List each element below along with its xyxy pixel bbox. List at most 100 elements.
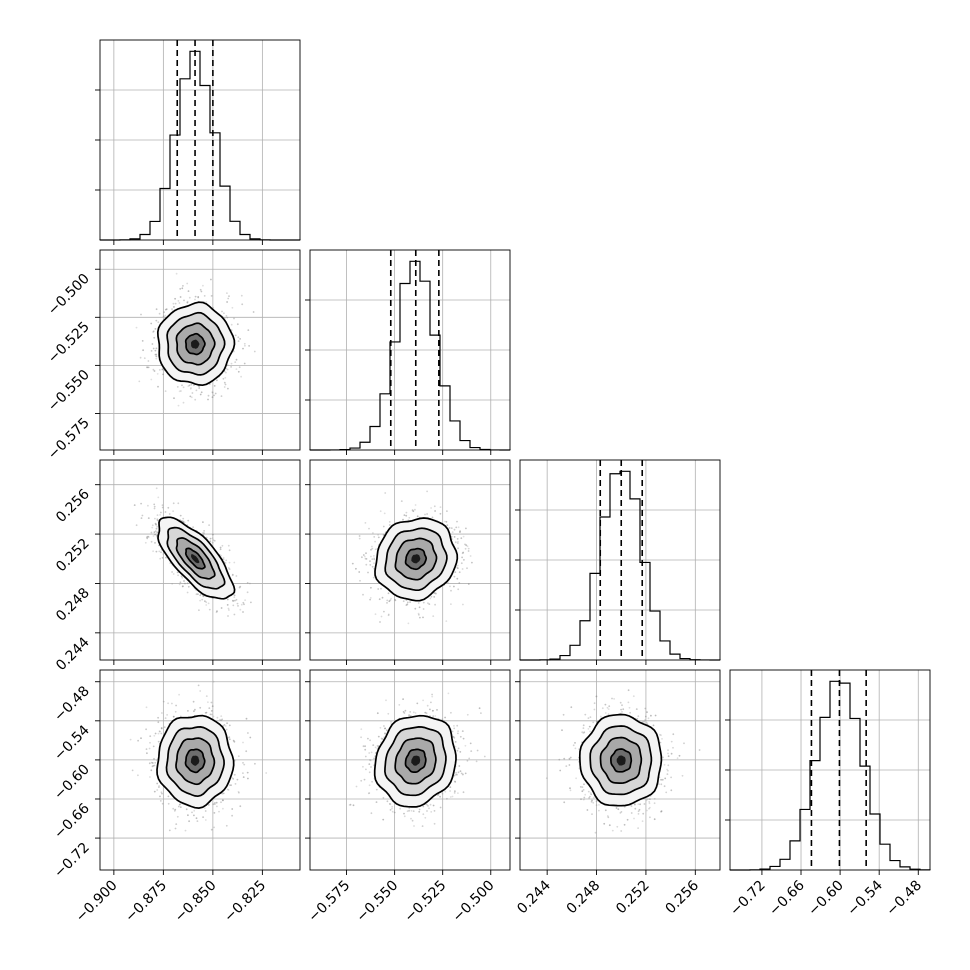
sample-point: [243, 603, 245, 606]
sample-point: [154, 522, 157, 525]
sample-point: [202, 531, 204, 534]
sample-point: [156, 514, 159, 516]
sample-point: [201, 598, 204, 601]
sample-point: [153, 505, 156, 508]
sample-point: [194, 398, 197, 401]
sample-point: [168, 513, 171, 515]
sample-point: [164, 717, 167, 719]
sample-point: [199, 706, 202, 709]
sample-point: [149, 735, 152, 738]
sample-point: [145, 728, 148, 731]
sample-point: [205, 601, 208, 604]
sample-point: [194, 298, 196, 301]
sample-point: [456, 567, 459, 570]
sample-point: [234, 361, 237, 363]
sample-point: [225, 315, 228, 317]
sample-point: [362, 593, 364, 596]
sample-point: [223, 386, 226, 388]
sample-point: [207, 398, 209, 401]
sample-point: [244, 599, 247, 601]
sample-point: [433, 505, 436, 508]
sample-point: [222, 799, 224, 802]
sample-point: [140, 502, 143, 505]
sample-point: [156, 531, 159, 534]
sample-point: [417, 612, 420, 615]
sample-point: [394, 598, 396, 601]
density-core: [191, 554, 200, 564]
sample-point: [446, 510, 448, 512]
sample-point: [214, 392, 217, 395]
sample-point: [178, 390, 181, 393]
sample-point: [177, 502, 180, 505]
sample-point: [153, 336, 156, 339]
sample-point: [249, 582, 251, 585]
sample-point: [208, 608, 211, 611]
sample-point: [456, 538, 459, 540]
sample-point: [228, 568, 231, 570]
sample-point: [365, 563, 368, 566]
sample-point: [154, 328, 157, 330]
sample-point: [175, 704, 178, 707]
sample-point: [189, 395, 192, 398]
sample-point: [417, 602, 420, 604]
sample-point: [239, 585, 242, 588]
sample-point: [178, 302, 181, 304]
sample-point: [150, 350, 153, 352]
sample-point: [227, 607, 230, 610]
sample-point: [161, 504, 164, 507]
sample-point: [227, 615, 229, 617]
sample-point: [226, 598, 229, 601]
sample-point: [373, 536, 376, 538]
sample-point: [369, 560, 371, 562]
sample-point: [144, 541, 147, 544]
sample-point: [152, 535, 155, 537]
sample-point: [456, 542, 459, 545]
sample-point: [158, 312, 161, 315]
sample-point: [204, 600, 206, 603]
sample-point: [147, 360, 150, 362]
sample-point: [210, 295, 213, 297]
sample-point: [190, 383, 193, 386]
sample-point: [188, 384, 191, 387]
sample-point: [418, 614, 420, 616]
sample-point: [213, 394, 215, 397]
sample-point: [131, 769, 134, 772]
sample-point: [381, 596, 384, 599]
sample-point: [152, 330, 155, 333]
sample-point: [186, 591, 189, 594]
sample-point: [460, 562, 463, 565]
sample-point: [155, 355, 158, 358]
sample-point: [230, 362, 233, 365]
sample-point: [167, 702, 170, 705]
sample-point: [377, 536, 380, 539]
sample-point: [242, 611, 244, 613]
sample-point: [407, 622, 410, 625]
sample-point: [190, 396, 193, 399]
histogram-1: [309, 260, 511, 451]
sample-point: [231, 574, 234, 577]
sample-point: [171, 702, 173, 705]
sample-point: [405, 511, 408, 514]
sample-point: [197, 296, 200, 298]
sample-point: [150, 540, 153, 543]
sample-point: [222, 807, 224, 810]
sample-point: [237, 336, 240, 339]
sample-point: [431, 516, 434, 519]
sample-point: [246, 582, 249, 584]
sample-point: [194, 708, 196, 711]
sample-point: [367, 571, 369, 574]
sample-point: [234, 334, 237, 337]
sample-point: [157, 496, 160, 499]
sample-point: [233, 596, 236, 599]
sample-point: [434, 603, 436, 606]
sample-point: [402, 518, 404, 521]
sample-point: [176, 815, 179, 818]
sample-point: [195, 389, 198, 392]
sample-point: [226, 292, 228, 294]
sample-point: [458, 571, 461, 574]
sample-point: [243, 362, 246, 365]
sample-point: [453, 536, 456, 538]
sample-point: [241, 303, 244, 306]
sample-point: [155, 357, 158, 360]
sample-point: [176, 386, 179, 388]
